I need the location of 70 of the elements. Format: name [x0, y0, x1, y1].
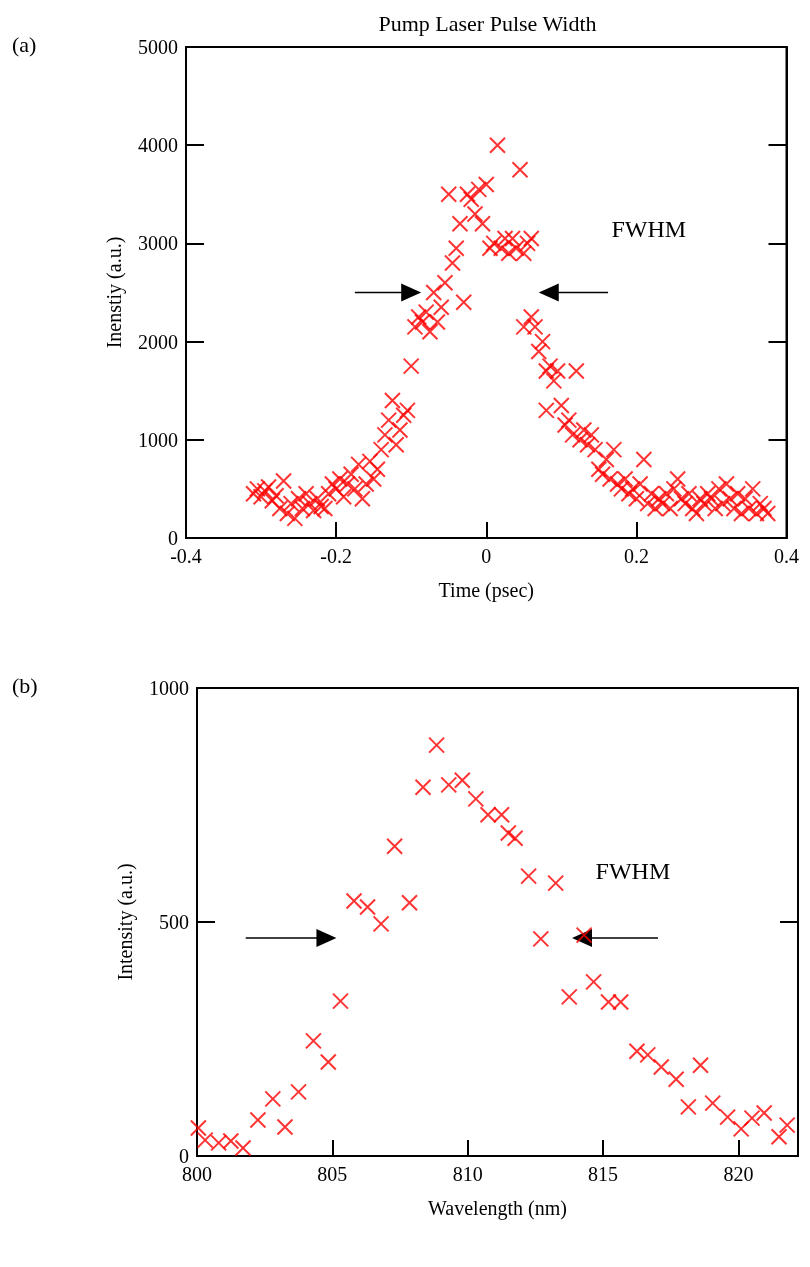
point	[196, 1131, 214, 1149]
point	[345, 892, 363, 910]
y-tick-label: 5000	[138, 36, 178, 58]
point	[770, 1128, 788, 1146]
point	[467, 790, 485, 808]
point	[612, 993, 630, 1011]
text: (a)	[12, 31, 37, 57]
point	[679, 1098, 697, 1116]
x-tick-label: 0.4	[774, 545, 799, 567]
point	[547, 874, 565, 892]
x-tick-label: 0	[481, 545, 492, 567]
point	[386, 837, 404, 855]
x-axis-title: Time (psec)	[438, 579, 534, 602]
point	[520, 867, 538, 885]
point	[600, 993, 617, 1011]
point	[585, 973, 603, 991]
point	[704, 1094, 722, 1112]
point	[234, 1139, 252, 1157]
point	[372, 915, 390, 933]
y-tick-label: 2000	[138, 330, 178, 353]
point	[755, 1104, 773, 1122]
point	[276, 1118, 294, 1136]
y-axis-title: Inenstiy (a.u.)	[103, 236, 126, 349]
point	[506, 829, 524, 847]
point	[639, 1046, 657, 1064]
point	[440, 776, 458, 794]
point	[532, 930, 550, 948]
point	[290, 1083, 308, 1101]
point	[628, 1042, 646, 1060]
point	[428, 736, 446, 754]
point	[499, 824, 517, 842]
point	[210, 1134, 228, 1152]
point	[414, 778, 432, 796]
point	[692, 1056, 710, 1074]
point	[249, 1111, 267, 1129]
text: (b)	[12, 672, 38, 698]
point	[331, 992, 349, 1010]
point	[189, 1119, 207, 1137]
point	[401, 894, 419, 912]
point	[479, 806, 497, 824]
point	[719, 1108, 737, 1126]
y-axis-title: Intensity (a.u.)	[114, 863, 137, 981]
point	[453, 771, 471, 789]
point	[493, 806, 511, 824]
x-tick-label: 0.2	[623, 545, 649, 567]
point	[304, 1032, 322, 1050]
x-tick-label: 805	[317, 1163, 348, 1185]
point	[560, 988, 578, 1006]
y-tick-label: 1000	[138, 428, 178, 451]
x-axis-title: Wavelength (nm)	[428, 1197, 567, 1220]
point	[264, 1090, 282, 1108]
x-tick-label: 815	[588, 1163, 619, 1185]
x-tick-label: 820	[723, 1163, 754, 1185]
y-tick-label: 4000	[138, 134, 178, 157]
x-tick-label: -0.2	[320, 545, 352, 567]
y-tick-label: 1000	[149, 677, 189, 699]
point	[319, 1053, 337, 1071]
annotation: FWHM	[595, 857, 671, 884]
y-tick-label: 500	[159, 911, 189, 933]
point	[222, 1132, 240, 1150]
point	[667, 1070, 685, 1088]
chart-title: Pump Laser Pulse Width	[378, 10, 597, 36]
y-tick-label: 3000	[138, 232, 178, 255]
point	[743, 1109, 761, 1127]
x-tick-label: 810	[452, 1163, 483, 1185]
annotation: FWHM	[611, 216, 687, 243]
point	[732, 1120, 750, 1138]
point	[359, 898, 377, 916]
point	[778, 1116, 796, 1134]
point	[652, 1058, 670, 1076]
